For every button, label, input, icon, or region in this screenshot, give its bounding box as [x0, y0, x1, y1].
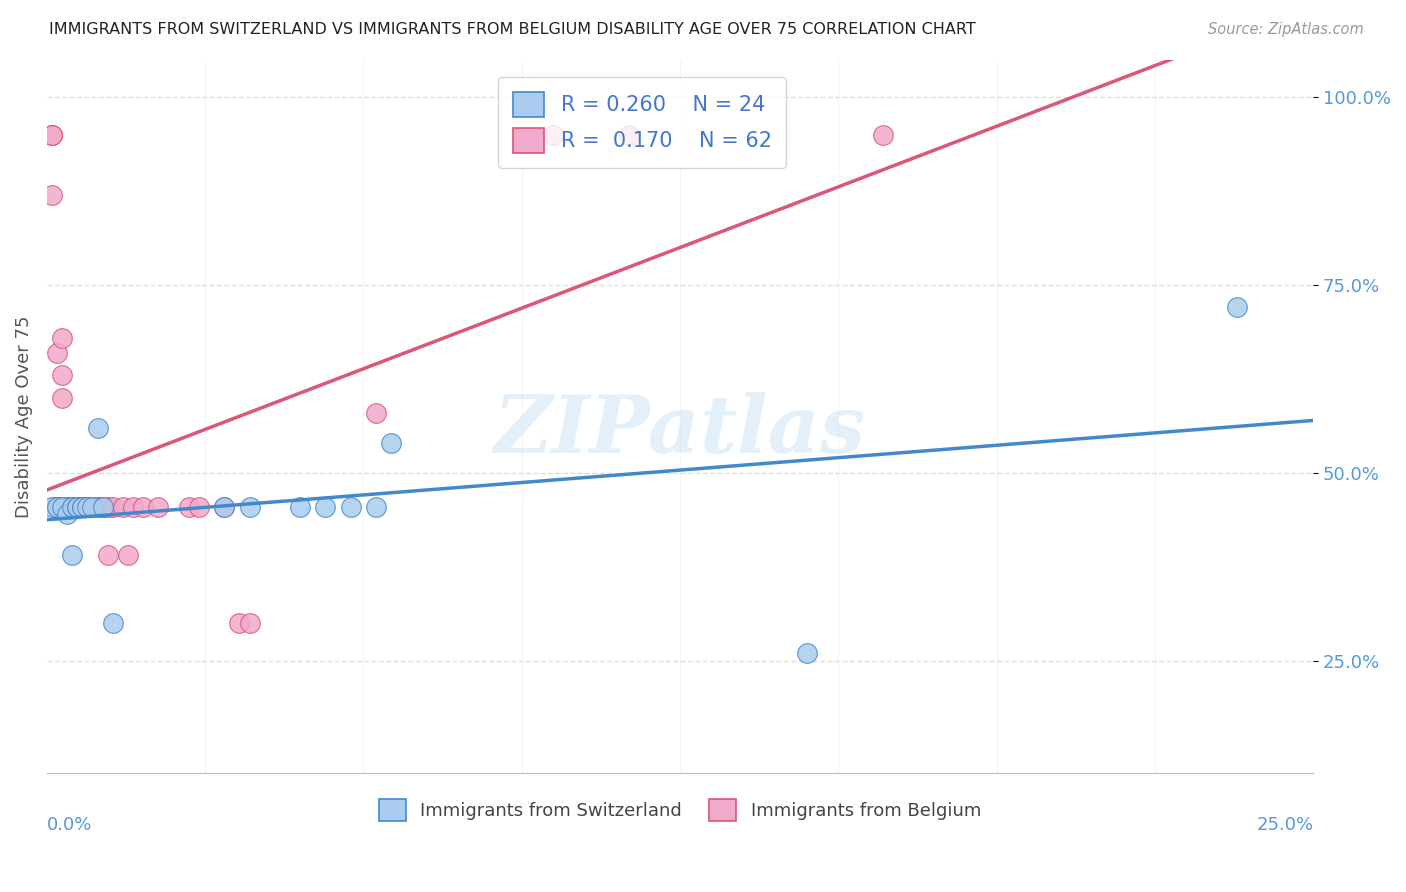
Point: [101, 500, 124, 514]
Point: [228, 615, 250, 630]
Text: 0.0%: 0.0%: [46, 816, 93, 834]
Point: [86, 420, 108, 434]
Point: [82, 500, 104, 514]
Point: [56, 500, 79, 514]
Point: [72, 500, 94, 514]
Point: [56, 507, 79, 521]
Point: [51, 500, 73, 514]
Point: [51, 391, 73, 405]
Y-axis label: Disability Age Over 75: Disability Age Over 75: [15, 315, 32, 517]
Point: [91, 500, 114, 514]
Point: [212, 500, 235, 514]
Point: [41, 187, 63, 202]
Point: [212, 500, 235, 514]
Point: [51, 500, 73, 514]
Point: [46, 500, 69, 514]
Point: [51, 330, 73, 344]
Point: [72, 500, 94, 514]
Point: [872, 128, 894, 142]
Point: [66, 500, 89, 514]
Point: [148, 500, 170, 514]
Point: [66, 500, 89, 514]
Text: Source: ZipAtlas.com: Source: ZipAtlas.com: [1208, 22, 1364, 37]
Point: [101, 615, 124, 630]
Point: [60, 500, 83, 514]
Point: [51, 500, 73, 514]
Point: [187, 500, 209, 514]
Point: [72, 500, 94, 514]
Point: [46, 500, 69, 514]
Point: [76, 500, 98, 514]
Point: [66, 500, 89, 514]
Point: [46, 500, 69, 514]
Point: [82, 500, 104, 514]
Point: [41, 128, 63, 142]
Point: [543, 128, 565, 142]
Text: ZIPatlas: ZIPatlas: [494, 392, 866, 469]
Point: [41, 128, 63, 142]
Point: [238, 500, 260, 514]
Point: [46, 500, 69, 514]
Point: [238, 615, 260, 630]
Point: [111, 500, 134, 514]
Point: [91, 500, 114, 514]
Point: [66, 500, 89, 514]
Point: [97, 549, 120, 563]
Point: [340, 500, 363, 514]
Point: [60, 500, 83, 514]
Point: [366, 500, 388, 514]
Point: [72, 500, 94, 514]
Point: [366, 406, 388, 420]
Point: [56, 500, 79, 514]
Point: [117, 549, 139, 563]
Point: [51, 500, 73, 514]
Text: 25.0%: 25.0%: [1256, 816, 1313, 834]
Point: [56, 500, 79, 514]
Point: [76, 500, 98, 514]
Point: [46, 500, 69, 514]
Point: [177, 500, 200, 514]
Point: [97, 500, 120, 514]
Point: [288, 500, 311, 514]
Point: [122, 500, 145, 514]
Point: [86, 500, 108, 514]
Point: [46, 500, 69, 514]
Point: [46, 345, 69, 359]
Point: [72, 500, 94, 514]
Point: [51, 500, 73, 514]
Point: [56, 500, 79, 514]
Point: [380, 435, 402, 450]
Point: [51, 500, 73, 514]
Point: [51, 500, 73, 514]
Point: [56, 500, 79, 514]
Point: [619, 128, 641, 142]
Point: [91, 500, 114, 514]
Point: [60, 500, 83, 514]
Point: [56, 500, 79, 514]
Point: [60, 500, 83, 514]
Point: [41, 128, 63, 142]
Point: [51, 368, 73, 382]
Legend: Immigrants from Switzerland, Immigrants from Belgium: Immigrants from Switzerland, Immigrants …: [371, 792, 988, 829]
Point: [41, 500, 63, 514]
Text: IMMIGRANTS FROM SWITZERLAND VS IMMIGRANTS FROM BELGIUM DISABILITY AGE OVER 75 CO: IMMIGRANTS FROM SWITZERLAND VS IMMIGRANT…: [49, 22, 976, 37]
Point: [60, 500, 83, 514]
Point: [60, 549, 83, 563]
Point: [60, 500, 83, 514]
Point: [86, 500, 108, 514]
Point: [132, 500, 155, 514]
Point: [315, 500, 337, 514]
Point: [1226, 301, 1249, 315]
Point: [82, 500, 104, 514]
Point: [51, 500, 73, 514]
Point: [796, 646, 818, 660]
Point: [76, 500, 98, 514]
Point: [60, 500, 83, 514]
